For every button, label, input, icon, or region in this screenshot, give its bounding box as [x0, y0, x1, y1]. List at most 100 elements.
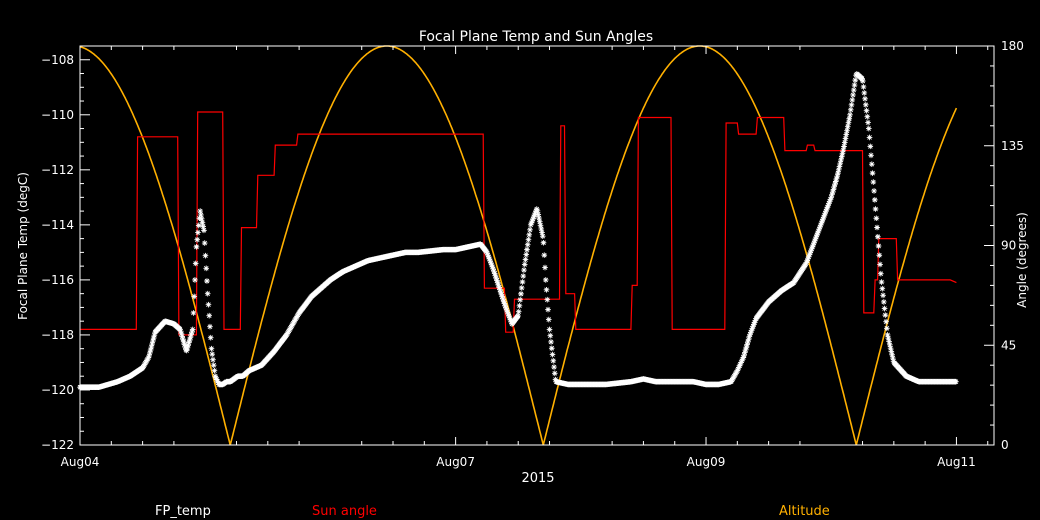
fp-temp-point: [870, 179, 877, 185]
fp-temp-point: [178, 331, 185, 337]
fp-temp-point: [145, 355, 152, 361]
fp-temp-point: [835, 167, 842, 173]
fp-temp-point: [735, 366, 741, 372]
y-tick-label: −112: [41, 163, 74, 177]
fp-temp-point: [740, 354, 747, 361]
x-tick-label: Aug11: [937, 455, 976, 469]
fp-temp-point: [826, 200, 832, 207]
fp-temp-point: [180, 338, 187, 345]
fp-temp-point: [544, 296, 551, 303]
fp-temp-point: [551, 370, 558, 377]
fp-temp-point: [538, 226, 545, 232]
fp-temp-point: [180, 336, 186, 342]
fp-temp-point: [182, 344, 188, 350]
fp-temp-point: [827, 196, 834, 203]
fp-temp-point: [505, 311, 512, 317]
y-tick-label: −118: [41, 328, 74, 342]
fp-temp-point: [748, 329, 754, 336]
fp-temp-point: [499, 293, 505, 300]
fp-temp-point: [842, 135, 849, 142]
fp-temp-point: [542, 277, 549, 283]
fp-temp-point: [837, 160, 844, 167]
fp-temp-point: [875, 233, 881, 240]
fp-temp-point: [503, 307, 510, 313]
fp-temp-point: [533, 206, 540, 212]
fp-temp-point: [814, 230, 821, 236]
fp-temp-point: [817, 224, 823, 230]
fp-temp-point: [810, 242, 817, 248]
fp-temp-point: [492, 273, 499, 279]
fp-temp-point: [186, 339, 192, 346]
fp-temp-point: [865, 119, 871, 126]
fp-temp-point: [149, 341, 155, 347]
fp-temp-point: [521, 261, 528, 268]
y-axis-ticks: −122 −120 −118 −116 −114 −112 −110 −108: [41, 53, 90, 452]
fp-temp-point: [839, 150, 846, 157]
fp-temp-point: [821, 212, 828, 218]
fp-temp-point: [803, 259, 810, 266]
right-y-tick-label: 180: [1001, 39, 1024, 53]
fp-temp-point: [490, 266, 496, 272]
fp-temp-point: [201, 227, 207, 234]
fp-temp-point: [530, 214, 537, 220]
fp-temp-point: [829, 191, 835, 198]
fp-temp-point: [805, 253, 812, 260]
fp-temp-point: [815, 228, 822, 234]
y-tick-label: −116: [41, 273, 74, 287]
fp-temp-point: [187, 334, 194, 341]
fp-temp-point: [212, 373, 219, 380]
fp-temp-point: [865, 125, 872, 132]
right-y-axis-label: Angle (degrees): [1015, 212, 1029, 308]
fp-temp-point: [491, 270, 498, 277]
fp-temp-point: [751, 319, 758, 326]
fp-temp-point: [808, 248, 814, 254]
legend-altitude: Altitude: [779, 504, 830, 519]
fp-temp-point: [811, 238, 818, 244]
fp-temp-point: [214, 378, 221, 384]
fp-temp-point: [199, 219, 206, 226]
fp-temp-point: [535, 211, 542, 218]
x-axis-label: 2015: [521, 471, 554, 486]
fp-temp-point: [486, 256, 493, 262]
fp-temp-point: [734, 367, 741, 374]
fp-temp-point: [529, 218, 536, 224]
fp-temp-point: [806, 252, 813, 258]
fp-temp-point: [205, 301, 212, 308]
fp-temp-point: [883, 318, 889, 325]
fp-temp-point: [213, 375, 219, 381]
fp-temp-point: [741, 352, 747, 358]
fp-temp-point: [195, 222, 202, 229]
fp-temp-point: [869, 170, 876, 176]
fp-temp-point: [502, 303, 508, 309]
x-tick-label: Aug07: [436, 455, 475, 469]
fp-temp-point: [552, 376, 559, 383]
fp-temp-point: [829, 189, 836, 195]
fp-temp-point: [536, 215, 542, 221]
fp-temp-point: [519, 279, 526, 285]
fp-temp-point: [194, 236, 200, 243]
fp-temp-point: [831, 183, 838, 190]
fp-temp-point: [506, 315, 513, 321]
fp-temp-point: [534, 207, 541, 214]
fp-temp-point: [743, 344, 750, 351]
y-tick-label: −108: [41, 53, 74, 67]
fp-temp-point: [832, 178, 839, 185]
fp-temp-point: [190, 310, 197, 316]
fp-temp-point: [881, 305, 888, 312]
fp-temp-point: [820, 214, 827, 220]
fp-temp-point: [861, 90, 868, 96]
fp-temp-point: [484, 250, 490, 256]
fp-temp-point: [850, 87, 857, 93]
fp-temp-point: [210, 362, 217, 368]
fp-temp-point: [862, 96, 868, 102]
fp-temp-point: [189, 329, 195, 335]
fp-temp-point: [184, 345, 191, 351]
fp-temp-point: [551, 364, 557, 370]
fp-temp-point: [494, 279, 501, 286]
fp-temp-point: [493, 275, 499, 281]
fp-temp-point: [848, 102, 855, 108]
fp-temp-point: [878, 279, 885, 285]
fp-temp-point: [548, 345, 555, 352]
